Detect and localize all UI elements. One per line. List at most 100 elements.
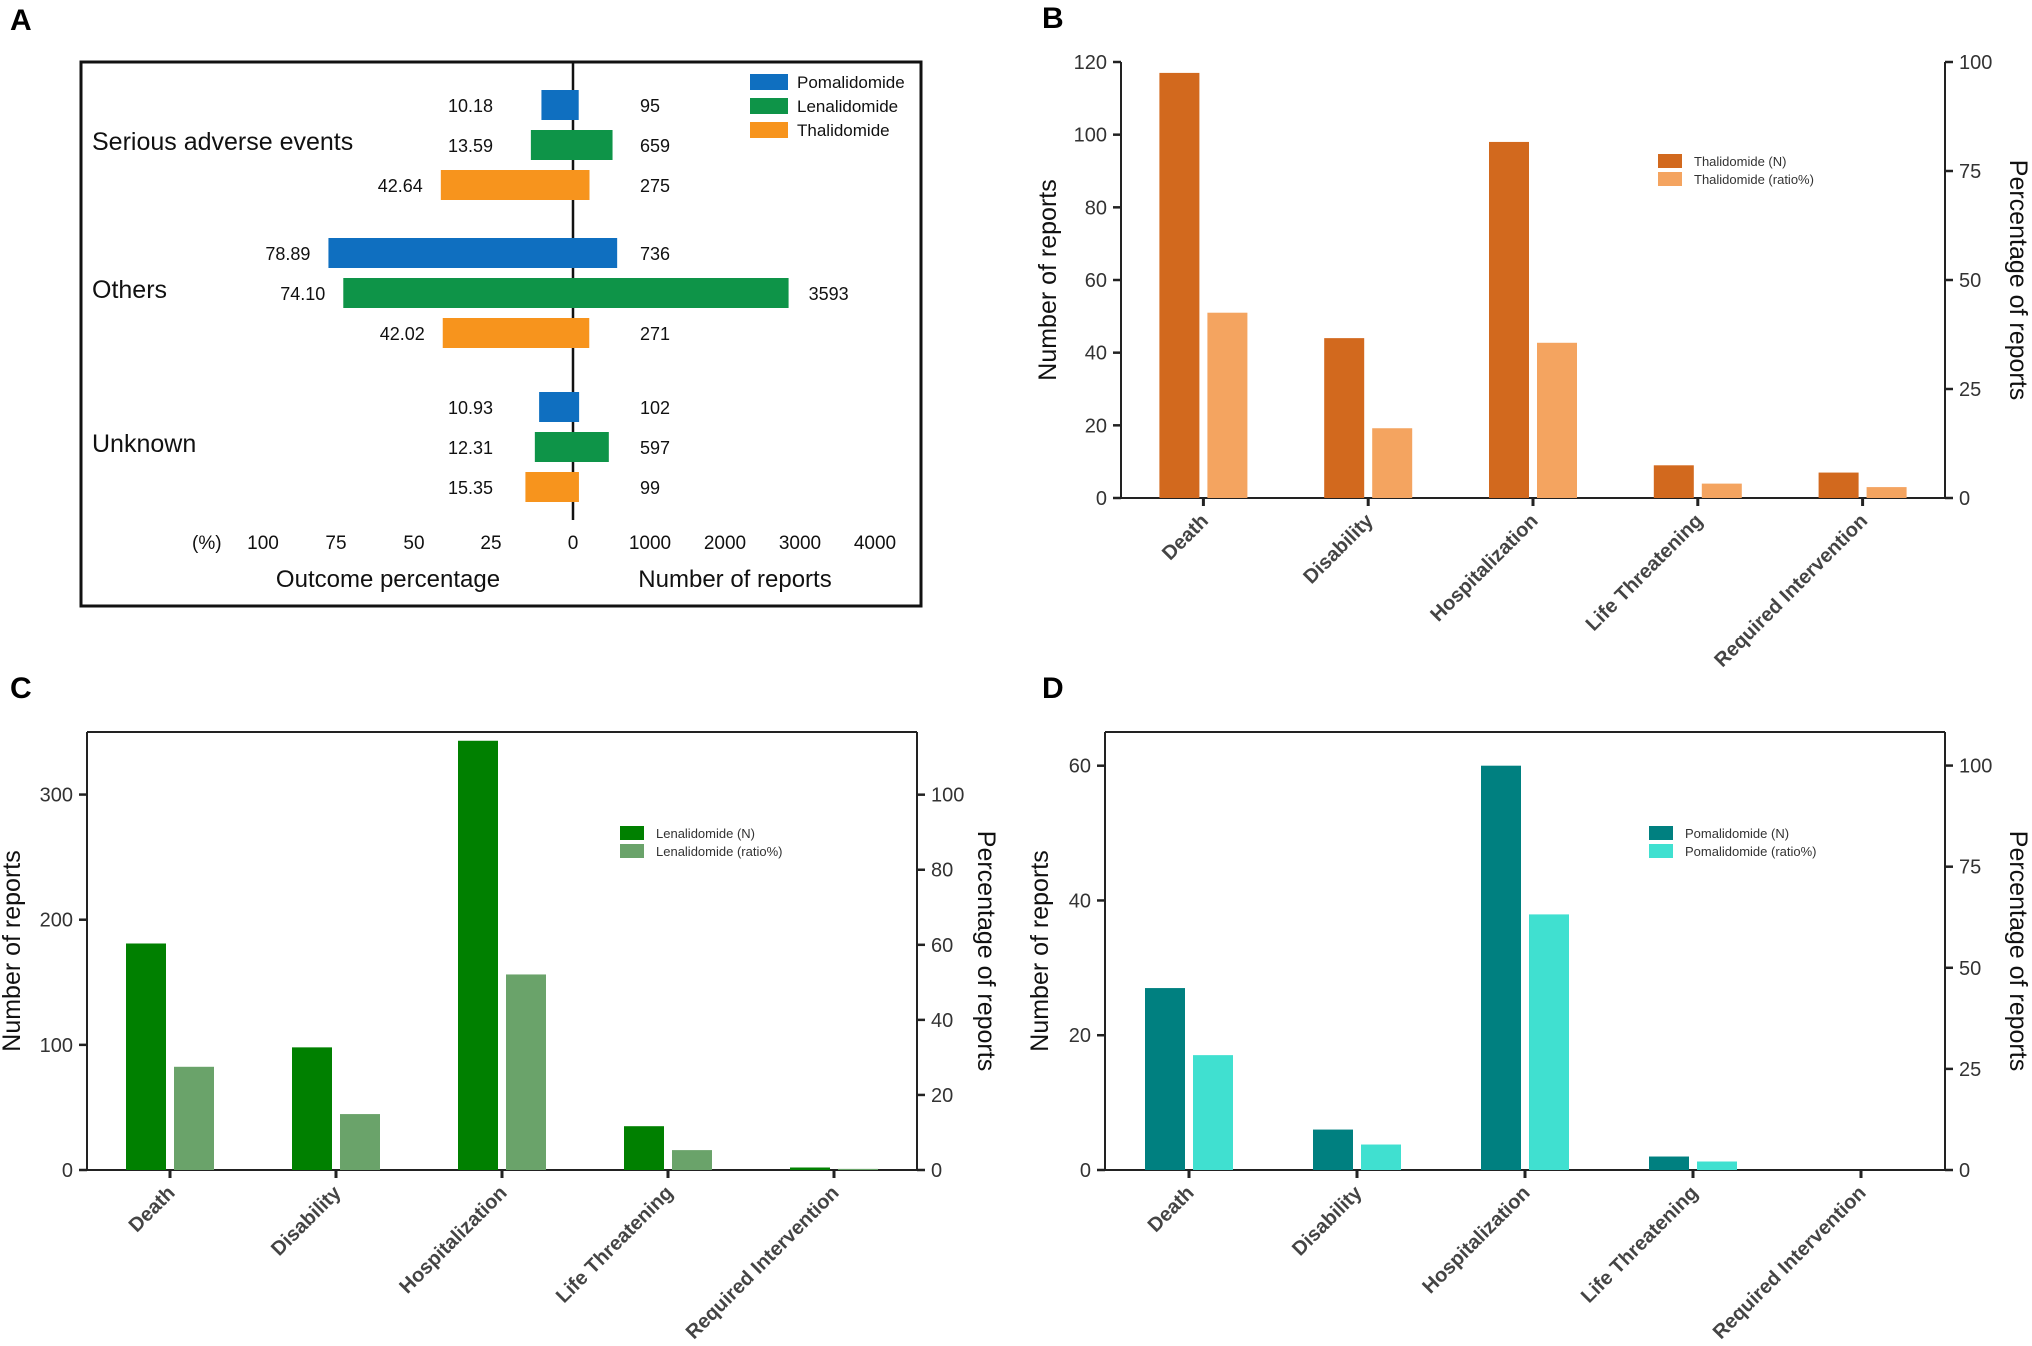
panel-a-pct-bar-pomalidomide: [539, 392, 573, 422]
panel-d-y-axis-title: Number of reports: [1026, 850, 1054, 1051]
panel-a-count-label: 95: [640, 96, 660, 116]
panel-a-pct-bar-lenalidomide: [530, 130, 573, 160]
panel-c-legend-label: Lenalidomide (ratio%): [656, 844, 782, 859]
panel-c-bar-ratio: [838, 1168, 878, 1170]
panel-a-frame: [79, 60, 923, 608]
panel-d-bar-ratio: [1697, 1161, 1737, 1170]
panel-d-right-tick-label: 25: [1959, 1059, 1981, 1081]
panel-b-left-tick-label: 0: [1096, 488, 1107, 510]
panel-a-pct-bar-thalidomide: [442, 318, 573, 348]
panel-a-left-tick: 100: [247, 533, 279, 554]
panel-a-count-label: 736: [640, 244, 670, 264]
panel-b-right-tick-label: 100: [1959, 52, 1992, 74]
panel-c-bar-n: [624, 1126, 664, 1170]
panel-a-legend-label-lenalidomide: Lenalidomide: [797, 97, 898, 116]
panel-d-left-tick-label: 60: [1069, 756, 1091, 778]
panel-d-letter: D: [1042, 672, 1064, 705]
panel-b-left-tick-label: 60: [1085, 270, 1107, 292]
panel-c-bar-n: [292, 1047, 332, 1170]
panel-b-left-tick-label: 100: [1074, 125, 1107, 147]
panel-d-right-tick-label: 75: [1959, 857, 1981, 879]
panel-c-right-tick-label: 0: [931, 1160, 942, 1182]
panel-a-count-bar-pomalidomide: [573, 392, 580, 422]
panel-b-right-tick-label: 50: [1959, 270, 1981, 292]
panel-a-pct-label: 42.64: [378, 176, 423, 196]
panel-a-pct-bar-lenalidomide: [534, 432, 573, 462]
panel-c-category-label: Death: [125, 1182, 180, 1237]
panel-a-count-label: 275: [640, 176, 670, 196]
panel-d-legend-swatch: [1649, 826, 1673, 840]
panel-a-count-bar-lenalidomide: [573, 278, 789, 308]
panel-a-count-bar-lenalidomide: [573, 130, 613, 160]
panel-b-bar-ratio: [1537, 342, 1577, 498]
panel-b-left-tick-label: 120: [1074, 52, 1107, 74]
panel-a-group-label-2: Others: [92, 276, 167, 304]
panel-c-y2-axis-title: Percentage of reports: [972, 831, 1000, 1071]
panel-c-category-label: Disability: [267, 1181, 346, 1260]
panel-a-legend-label-thalidomide: Thalidomide: [797, 121, 890, 140]
panel-c-lenalidomide-chart: C 0 100 200 300 0 20 40 60 80 100 Number of reports…: [0, 672, 1000, 1344]
panel-d-category-label: Life Threatening: [1577, 1182, 1703, 1308]
panel-d-legend-label: Pomalidomide (ratio%): [1685, 844, 1817, 859]
panel-d-y2-axis-title: Percentage of reports: [2004, 831, 2032, 1071]
panel-c-right-tick-label: 20: [931, 1085, 953, 1107]
panel-b-thalidomide-chart: B 0 20 40 60 80 100 120 0 25 50 75 100 Number of repo…: [1034, 2, 2032, 672]
panel-d-bar-n: [1313, 1129, 1353, 1170]
panel-d-right-tick-label: 50: [1959, 958, 1981, 980]
panel-b-right-tick-label: 25: [1959, 379, 1981, 401]
panel-a-right-tick: 4000: [854, 533, 896, 554]
panel-a-pct-bar-thalidomide: [525, 472, 573, 502]
panel-a-count-bar-lenalidomide: [573, 432, 609, 462]
panel-a-count-bar-thalidomide: [573, 472, 579, 502]
panel-b-left-tick-label: 40: [1085, 343, 1107, 365]
panel-d-bar-ratio: [1193, 1055, 1233, 1170]
panel-a-count-bar-pomalidomide: [573, 238, 618, 268]
panel-a-count-label: 99: [640, 478, 660, 498]
panel-d-left-tick-label: 40: [1069, 890, 1091, 912]
panel-b-bar-n: [1653, 465, 1694, 498]
panel-b-bar-n: [1818, 472, 1859, 498]
panel-c-legend-label: Lenalidomide (N): [656, 826, 755, 841]
panel-c-bar-ratio: [506, 974, 546, 1170]
panel-b-bar-ratio: [1701, 483, 1742, 498]
panel-b-bar-n: [1324, 338, 1365, 498]
panel-b-category-label: Required Intervention: [1710, 510, 1872, 672]
panel-a-pct-label: 42.02: [380, 324, 425, 344]
panel-b-category-label: Disability: [1299, 509, 1378, 588]
panel-d-left-tick-label: 0: [1080, 1160, 1091, 1182]
panel-b-bar-ratio: [1372, 428, 1413, 498]
panel-b-bar-ratio: [1866, 487, 1907, 498]
panel-d-legend-swatch: [1649, 844, 1673, 858]
panel-a-left-tick: 0: [568, 533, 579, 554]
panel-b-legend-swatch: [1658, 172, 1682, 186]
panel-a-count-label: 659: [640, 136, 670, 156]
panel-b-category-label: Hospitalization: [1426, 510, 1542, 626]
panel-c-y-axis-title: Number of reports: [0, 850, 26, 1051]
panel-c-left-tick-label: 0: [62, 1160, 73, 1182]
panel-a-pct-label: 12.31: [448, 438, 493, 458]
panel-a-left-tick: 25: [480, 533, 501, 554]
panel-d-bar-n: [1481, 765, 1521, 1170]
panel-d-category-label: Required Intervention: [1709, 1182, 1871, 1344]
panel-a-left-tick: 50: [403, 533, 424, 554]
panel-d-pomalidomide-chart: D 0 20 40 60 0 25 50 75 100 Number of reports Perce…: [1026, 672, 2032, 1344]
panel-a-pct-label: 15.35: [448, 478, 493, 498]
panel-a-pct-bar-lenalidomide: [343, 278, 573, 308]
panel-a-butterfly-chart: Serious adverse events 10.18 95 13.59 659 42.…: [79, 60, 923, 608]
panel-a-count-label: 271: [640, 324, 670, 344]
panel-d-category-label: Hospitalization: [1418, 1182, 1534, 1298]
panel-b-right-tick-label: 0: [1959, 488, 1970, 510]
panel-a-count-label: 3593: [809, 284, 849, 304]
panel-c-right-tick-label: 60: [931, 935, 953, 957]
panel-a-pct-bar-pomalidomide: [328, 238, 573, 268]
panel-c-bar-ratio: [340, 1114, 380, 1170]
panel-a-pct-bar-pomalidomide: [541, 90, 573, 120]
panel-c-category-label: Required Intervention: [682, 1182, 844, 1344]
panel-a-count-label: 597: [640, 438, 670, 458]
panel-a-count-bar-thalidomide: [573, 318, 590, 348]
panel-c-right-tick-label: 100: [931, 785, 964, 807]
panel-b-bar-n: [1159, 72, 1200, 499]
panel-d-right-tick-label: 0: [1959, 1160, 1970, 1182]
panel-b-letter: B: [1042, 2, 1064, 35]
panel-b-bar-n: [1489, 141, 1529, 498]
